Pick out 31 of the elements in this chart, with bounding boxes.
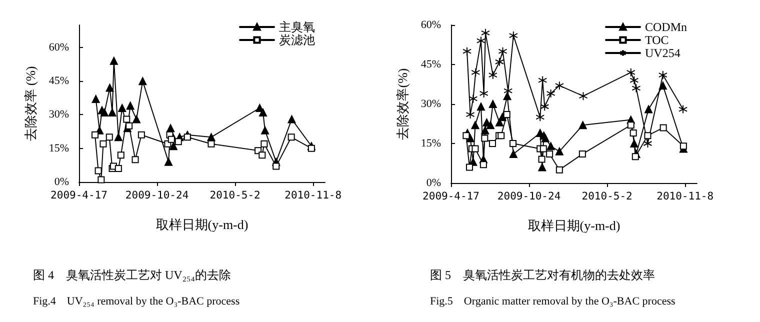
y-tick-label: 60% — [48, 41, 69, 54]
y-axis-title: 去除效率 (%) — [23, 66, 38, 141]
x-tick-label: 2009-10-24 — [125, 190, 189, 202]
y-tick-label: 30% — [48, 108, 69, 121]
text: 图 4 臭氧活性炭工艺对 UV₂₅₄的去除 — [33, 268, 231, 282]
x-axis-title: 取样日期(y-m-d) — [528, 218, 620, 233]
x-tick-label: 2010-5-2 — [582, 190, 632, 202]
text: 图 5 臭氧活性炭工艺对有机物的去处效率 — [430, 268, 655, 282]
y-tick-label: 0% — [426, 177, 441, 189]
y-axis-title: 去除效率(%) — [395, 68, 410, 140]
y-tick-label: 60% — [420, 19, 441, 31]
y-tick-label: 15% — [420, 138, 441, 150]
text: Fig.5 Organic matter removal by the O₃-BAC process — [430, 296, 676, 308]
x-tick-label: 2009-4-17 — [50, 190, 108, 202]
y-tick-label: 0% — [54, 176, 69, 188]
x-tick-label: 2010-5-2 — [210, 190, 260, 202]
x-tick-label: 2010-11-8 — [656, 190, 714, 202]
x-tick-label: 2010-11-8 — [284, 190, 342, 202]
text: Fig.4 UV₂₅₄ removal by the O₃-BAC process — [33, 296, 240, 308]
y-tick-label: 30% — [420, 98, 441, 110]
legend-label: 炭滤池 — [279, 33, 315, 47]
legend-label: TOC — [644, 33, 669, 47]
legend-label: CODMn — [644, 20, 688, 34]
x-tick-label: 2009-10-24 — [497, 190, 561, 202]
x-tick-label: 2009-4-17 — [422, 190, 480, 202]
legend-label: 主臭氧 — [279, 20, 315, 34]
y-tick-label: 45% — [420, 58, 441, 70]
legend-label: UV254 — [644, 46, 680, 60]
x-axis-title: 取样日期(y-m-d) — [156, 217, 248, 232]
y-tick-label: 45% — [48, 75, 69, 88]
y-tick-label: 15% — [48, 142, 69, 154]
